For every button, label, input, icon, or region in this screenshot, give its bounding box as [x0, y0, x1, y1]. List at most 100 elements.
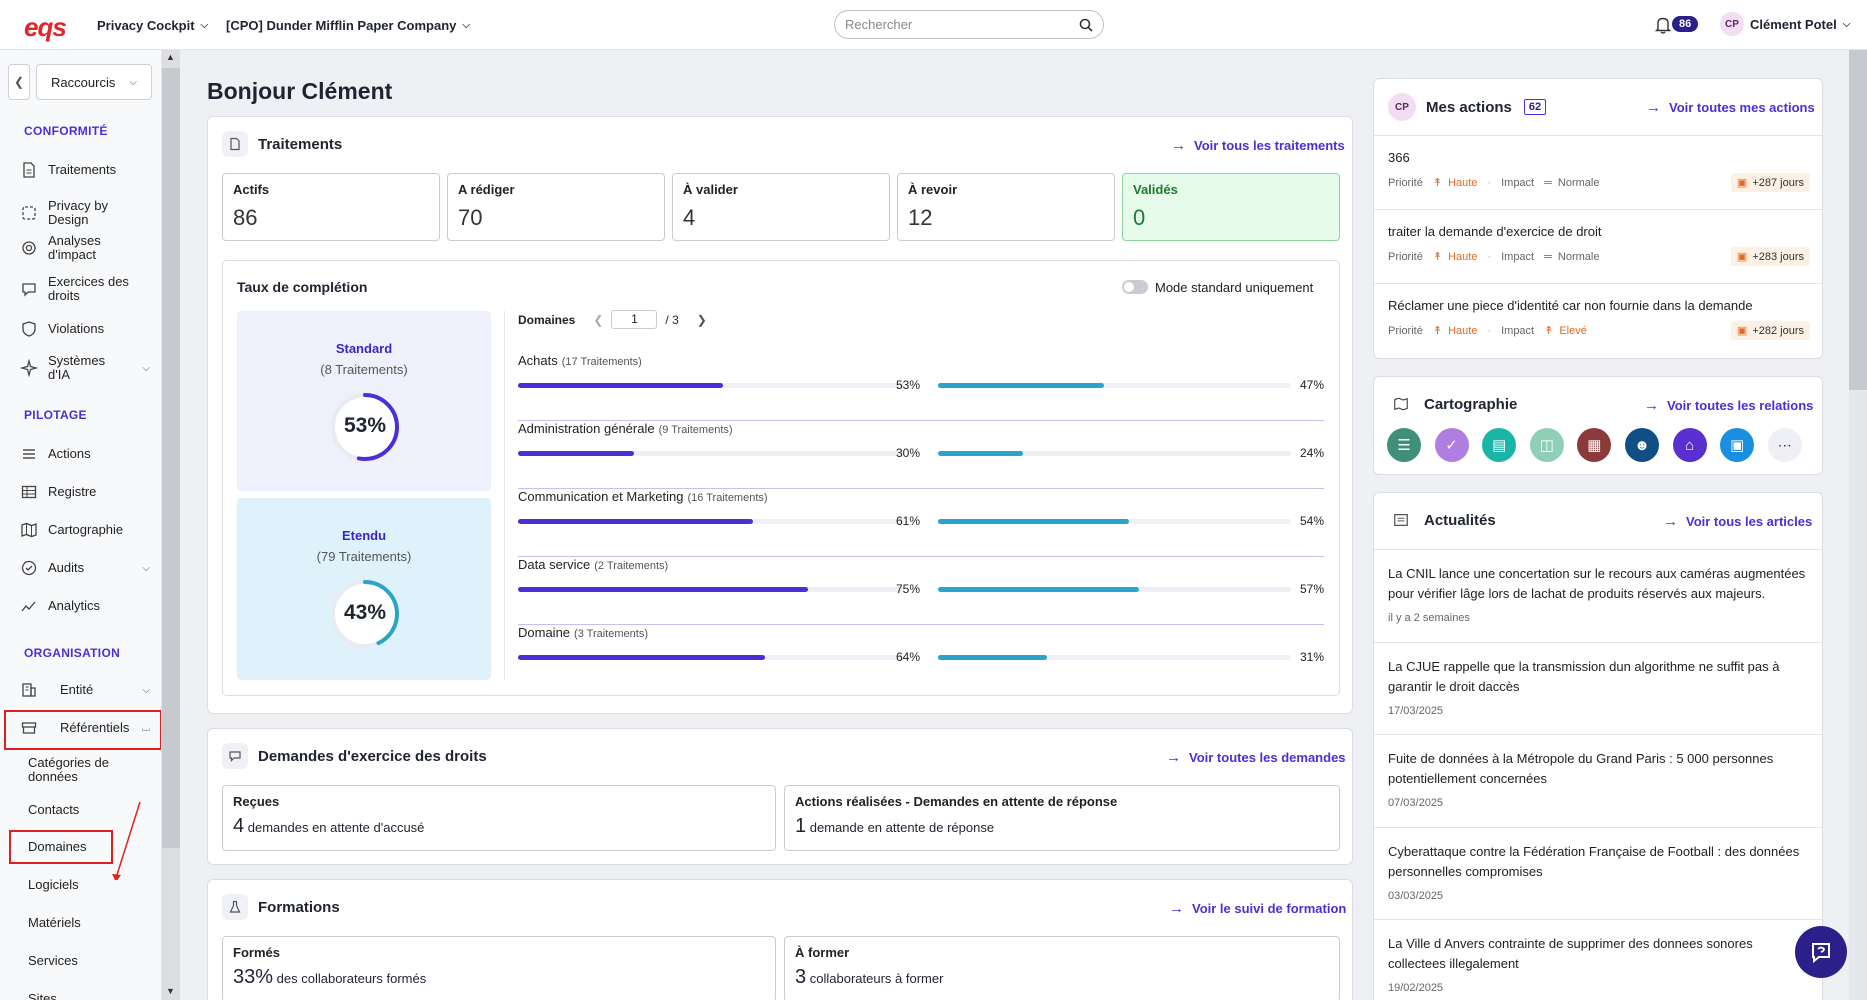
shield-check-icon[interactable]: ✓	[1434, 428, 1469, 462]
building-icon[interactable]: ⌂	[1672, 428, 1707, 462]
sidebar-scrollbar[interactable]: ▲ ▼	[162, 50, 180, 1000]
view-all-relations-link[interactable]: → Voir toutes les relations	[1644, 397, 1813, 414]
sidebar-item-referentiels[interactable]: Référentiels ⌴	[20, 719, 150, 737]
news-item[interactable]: Fuite de données à la Métropole du Grand…	[1374, 734, 1822, 826]
sidebar-subitem-domaines[interactable]: Domaines	[28, 839, 87, 854]
stat-label: Validés	[1133, 182, 1178, 197]
eqs-logo[interactable]: eqs	[24, 12, 67, 42]
stat-label: À revoir	[908, 182, 958, 197]
extended-pct: 47%	[1300, 378, 1325, 392]
bell-icon[interactable]	[1652, 14, 1674, 36]
chevron-left-icon[interactable]: ❮	[593, 312, 604, 327]
search-icon[interactable]	[1079, 18, 1093, 32]
ellipsis-glyph: ⋯	[1777, 436, 1792, 453]
sidebar-item-entite[interactable]: Entité ⌵	[20, 681, 150, 699]
stat-recues[interactable]: Reçues 4 demandes en attente d'accusé	[222, 785, 776, 851]
news-item[interactable]: La Ville d Anvers contrainte de supprime…	[1374, 919, 1822, 1000]
view-all-actions-link[interactable]: → Voir toutes mes actions	[1646, 99, 1815, 116]
separator-dot: ·	[1487, 250, 1492, 263]
sidebar-subitem-materiels[interactable]: Matériels	[28, 915, 81, 930]
sidebar-subitem-categories[interactable]: Catégories de données	[28, 756, 109, 784]
sidebar-item-systemes-ia[interactable]: Systèmes d'IA ⌵	[20, 354, 150, 382]
stat-valides[interactable]: Validés 0	[1122, 173, 1340, 241]
database-icon[interactable]: ◫	[1529, 428, 1564, 462]
sidebar-subitem-services[interactable]: Services	[28, 953, 78, 968]
main-scrollbar[interactable]	[1849, 50, 1867, 1000]
avatar: CP	[1720, 12, 1744, 36]
stat-formes[interactable]: Formés 33% des collaborateurs formés	[222, 936, 776, 1000]
action-title: traiter la demande d'exercice de droit	[1388, 224, 1602, 239]
stat-a-revoir[interactable]: À revoir 12	[897, 173, 1115, 241]
cartographie-header: Cartographie	[1388, 391, 1517, 417]
separator-dot: ·	[1487, 176, 1492, 189]
sidebar-item-audits[interactable]: Audits ⌵	[20, 559, 150, 577]
list-icon[interactable]: ☰	[1387, 428, 1421, 462]
collapse-sidebar-button[interactable]: ❮	[8, 64, 30, 100]
sidebar-subitem-logiciels[interactable]: Logiciels	[28, 877, 79, 892]
chevron-right-icon[interactable]: ❯	[696, 312, 707, 327]
action-item[interactable]: traiter la demande d'exercice de droit Pr…	[1374, 209, 1822, 283]
scrollbar-thumb[interactable]	[162, 68, 180, 848]
scroll-up-icon[interactable]: ▲	[166, 52, 175, 62]
scrollbar-thumb[interactable]	[1849, 50, 1867, 390]
action-title: 366	[1388, 150, 1410, 165]
domain-row[interactable]: Domaine (3 Traitements) 64% 31%	[518, 625, 1324, 693]
view-training-link[interactable]: → Voir le suivi de formation	[1169, 900, 1346, 917]
sidebar-item-violations[interactable]: Violations	[20, 320, 150, 338]
search-input[interactable]	[845, 17, 1079, 32]
sidebar-item-cartographie[interactable]: Cartographie	[20, 521, 150, 539]
notification-badge[interactable]: 86	[1672, 16, 1699, 32]
sidebar-subitem-contacts[interactable]: Contacts	[28, 802, 80, 817]
sidebar-item-traitements[interactable]: Traitements	[20, 161, 150, 179]
view-all-demandes-link[interactable]: → Voir toutes les demandes	[1166, 749, 1346, 766]
action-meta: Priorité ↟ Haute · Impact ═ Normale	[1388, 250, 1599, 264]
domain-count: (16 Traitements)	[687, 492, 768, 504]
sidebar-item-analytics[interactable]: Analytics	[20, 597, 150, 615]
sidebar-item-registre[interactable]: Registre	[20, 483, 150, 501]
window-icon[interactable]: ▣	[1720, 428, 1755, 462]
stat-value: 33%	[233, 966, 274, 988]
domain-row[interactable]: Communication et Marketing (16 Traitement…	[518, 489, 1324, 557]
scroll-down-icon[interactable]: ▼	[166, 986, 175, 996]
stat-a-rediger[interactable]: A rédiger 70	[447, 173, 665, 241]
user-menu[interactable]: CP Clément Potel ⌵	[1720, 12, 1850, 36]
more-icon[interactable]: ⋯	[1767, 428, 1802, 462]
sidebar-subitem-sites[interactable]: Sites	[28, 991, 57, 1000]
action-item[interactable]: Réclamer une piece d'identité car non fo…	[1374, 283, 1822, 357]
view-all-articles-link[interactable]: → Voir tous les articles	[1663, 513, 1812, 530]
domains-pager: Domaines ❮ 1 / 3 ❯	[518, 310, 707, 329]
people-icon[interactable]: ☻	[1625, 428, 1659, 462]
chevron-down-icon: ⌵	[142, 362, 150, 374]
shortcuts-dropdown[interactable]: Raccourcis ⌵	[36, 64, 152, 100]
news-item[interactable]: Cyberattaque contre la Fédération França…	[1374, 826, 1822, 919]
sidebar-item-actions[interactable]: Actions	[20, 445, 150, 463]
action-item[interactable]: 366 Priorité ↟ Haute · Impact ═ Normale ▣ +287 jo…	[1374, 135, 1822, 209]
domain-row[interactable]: Administration générale (9 Traitements) 30…	[518, 421, 1324, 489]
stat-actifs[interactable]: Actifs 86	[222, 173, 440, 241]
product-menu[interactable]: Privacy Cockpit ⌵	[97, 0, 208, 50]
sidebar-item-privacy-by-design[interactable]: Privacy by Design	[20, 199, 150, 227]
tile-title: Standard	[335, 341, 393, 356]
domain-row[interactable]: Data service (2 Traitements) 75% 57%	[518, 557, 1324, 625]
stat-actions-realisees[interactable]: Actions réalisées - Demandes en attente …	[784, 785, 1340, 851]
stat-a-former[interactable]: À former 3 collaborateurs à former	[784, 936, 1340, 1000]
news-item[interactable]: La CNIL lance une concertation sur le re…	[1374, 549, 1822, 641]
stat-a-valider[interactable]: À valider 4	[672, 173, 890, 241]
document-icon[interactable]: ▤	[1482, 428, 1517, 462]
news-date: 07/03/2025	[1388, 797, 1444, 809]
stat-text: des collaborateurs formés	[276, 971, 427, 986]
highlight-referentiels	[4, 710, 161, 750]
help-chat-button[interactable]	[1795, 926, 1847, 978]
chevrons-up-icon: ↟	[1432, 251, 1443, 263]
news-item[interactable]: La CJUE rappelle que la transmission dun…	[1374, 641, 1822, 734]
sidebar-item-exercices[interactable]: Exercices des droits	[20, 275, 150, 303]
view-all-traitements-link[interactable]: → Voir tous les traitements	[1171, 137, 1345, 154]
certificate-icon[interactable]: ▦	[1577, 428, 1612, 462]
subitem-label-line: données	[28, 769, 78, 784]
sidebar-item-analyses[interactable]: Analyses d'impact	[20, 234, 150, 262]
standard-mode-toggle[interactable]	[1122, 280, 1148, 294]
list-icon-glyph: ☰	[1397, 437, 1411, 454]
domain-row[interactable]: Achats (17 Traitements) 53% 47%	[518, 353, 1324, 421]
company-menu[interactable]: [CPO] Dunder Mifflin Paper Company ⌵	[226, 0, 470, 50]
page-input[interactable]: 1	[611, 310, 658, 329]
